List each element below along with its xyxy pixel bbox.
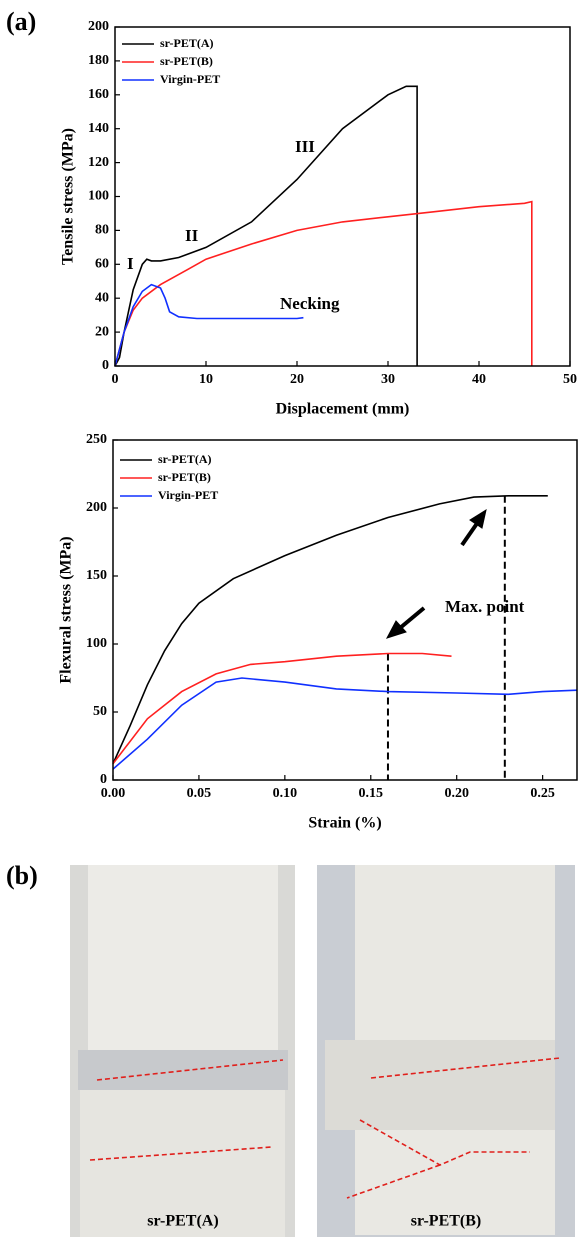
photo-caption: sr-PET(B): [411, 1213, 482, 1230]
y-tick-label: 100: [86, 636, 107, 651]
y-tick-label: 20: [95, 324, 109, 339]
annotation: Necking: [280, 294, 340, 313]
y-tick-label: 120: [88, 155, 109, 170]
data-line: [112, 652, 452, 765]
x-tick-label: 30: [381, 372, 395, 387]
panel-label: (b): [6, 861, 38, 890]
x-tick-label: 0.00: [101, 786, 126, 801]
photo-left: [70, 865, 295, 1237]
x-tick-label: 0.10: [273, 786, 298, 801]
y-tick-label: 180: [88, 53, 109, 68]
x-tick-label: 0: [112, 372, 119, 387]
y-tick-label: 0: [102, 358, 109, 373]
annotation: I: [127, 254, 134, 273]
y-tick-label: 250: [86, 432, 107, 447]
annotation: II: [185, 226, 199, 245]
annotation: Max. point: [445, 597, 525, 616]
x-tick-label: 50: [563, 372, 577, 387]
y-tick-label: 140: [88, 121, 109, 136]
x-tick-label: 0.15: [359, 786, 384, 801]
legend-label: sr-PET(B): [158, 470, 211, 484]
data-line: [112, 677, 578, 770]
legend-label: sr-PET(B): [160, 54, 213, 68]
panel-label: (a): [6, 7, 36, 36]
x-tick-label: 0.05: [187, 786, 212, 801]
y-axis-title: Tensile stress (MPa): [60, 128, 77, 265]
legend-label: Virgin-PET: [160, 72, 220, 86]
x-axis-title: Displacement (mm): [276, 401, 410, 418]
x-tick-label: 0.20: [444, 786, 469, 801]
plot-frame: [114, 26, 571, 367]
y-tick-label: 150: [86, 568, 107, 583]
x-tick-label: 20: [290, 372, 304, 387]
x-tick-label: 10: [199, 372, 213, 387]
y-tick-label: 200: [88, 19, 109, 34]
data-line: [114, 283, 304, 367]
photo-caption: sr-PET(A): [147, 1213, 218, 1230]
y-tick-label: 50: [93, 704, 107, 719]
y-tick-label: 0: [100, 772, 107, 787]
annotation: III: [295, 137, 315, 156]
data-line: [114, 85, 418, 367]
photo-right: [317, 865, 575, 1237]
y-axis-title: Flexural stress (MPa): [58, 536, 75, 683]
y-tick-label: 40: [95, 290, 109, 305]
y-tick-label: 200: [86, 500, 107, 515]
plot-frame: [112, 439, 578, 781]
legend-label: sr-PET(A): [158, 452, 212, 466]
y-tick-label: 100: [88, 189, 109, 204]
y-tick-label: 160: [88, 87, 109, 102]
legend-label: sr-PET(A): [160, 36, 214, 50]
data-line: [112, 495, 548, 765]
data-line: [114, 200, 533, 367]
x-tick-label: 40: [472, 372, 486, 387]
x-axis-title: Strain (%): [308, 815, 381, 832]
y-tick-label: 60: [95, 257, 109, 272]
legend-label: Virgin-PET: [158, 488, 218, 502]
y-tick-label: 80: [95, 223, 109, 238]
x-tick-label: 0.25: [530, 786, 555, 801]
arrows: [385, 508, 487, 639]
